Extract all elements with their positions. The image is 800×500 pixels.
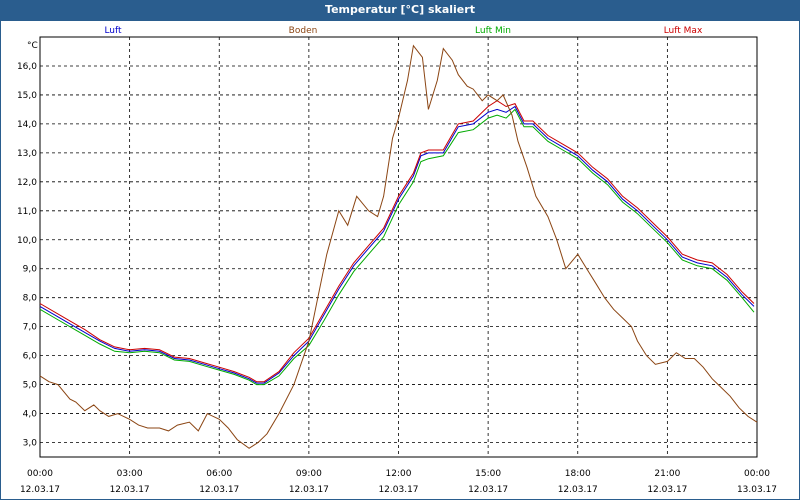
y-tick-label: 7,0	[23, 323, 38, 333]
x-tick-time-label: 21:00	[654, 469, 680, 479]
x-tick-time-label: 09:00	[296, 469, 322, 479]
chart-frame	[0, 20, 800, 500]
y-tick-label: 13,0	[17, 149, 37, 159]
legend-item-luft-max: Luft Max	[664, 26, 703, 36]
x-tick-time-label: 00:00	[27, 469, 53, 479]
x-tick-date-label: 12.03.17	[199, 485, 239, 495]
legend-item-boden: Boden	[289, 26, 318, 36]
y-tick-label: 9,0	[23, 265, 38, 275]
x-tick-time-label: 12:00	[386, 469, 412, 479]
y-tick-label: 3,0	[23, 439, 38, 449]
x-tick-date-label: 12.03.17	[289, 485, 329, 495]
series-line-luft-max	[39, 100, 755, 383]
series-line-luft-min	[39, 108, 755, 386]
series-line-boden	[39, 44, 758, 449]
legend: Luft Boden Luft Min Luft Max	[104, 26, 703, 36]
y-tick-label: 14,0	[17, 120, 37, 130]
x-tick-date-label: 12.03.17	[558, 485, 598, 495]
grid	[40, 37, 757, 457]
x-tick-time-label: 03:00	[117, 469, 143, 479]
y-tick-label: 8,0	[23, 294, 38, 304]
x-tick-date-label: 13.03.17	[737, 485, 777, 495]
x-tick-date-label: 12.03.17	[378, 485, 418, 495]
tick-labels: 3,0 4,0 5,0 6,0 7,0 8,0 9,0 10,0 11,0 12,0 13,0 14,…	[17, 41, 777, 495]
y-tick-label: 5,0	[23, 381, 38, 391]
series-lines	[39, 44, 758, 449]
y-tick-label: 6,0	[23, 352, 38, 362]
y-tick-label: 11,0	[17, 207, 37, 217]
x-tick-date-label: 12.03.17	[647, 485, 687, 495]
legend-item-luft: Luft	[104, 26, 122, 36]
x-tick-date-label: 12.03.17	[110, 485, 150, 495]
x-tick-time-label: 18:00	[565, 469, 591, 479]
x-tick-time-label: 06:00	[206, 469, 232, 479]
y-unit-label: °C	[27, 41, 38, 51]
series-line-luft	[39, 105, 755, 384]
x-tick-time-label: 15:00	[475, 469, 501, 479]
plot-area	[39, 36, 758, 458]
axes	[39, 36, 758, 458]
y-tick-label: 4,0	[23, 410, 38, 420]
y-tick-label: 16,0	[17, 62, 37, 72]
y-tick-label: 12,0	[17, 178, 37, 188]
legend-item-luft-min: Luft Min	[475, 26, 511, 36]
y-tick-label: 15,0	[17, 91, 37, 101]
chart-title: Temperatur [°C] skaliert	[0, 0, 800, 20]
x-tick-date-label: 12.03.17	[20, 485, 60, 495]
x-tick-time-label: 00:00	[744, 469, 770, 479]
y-tick-label: 10,0	[17, 236, 37, 246]
x-tick-date-label: 12.03.17	[468, 485, 508, 495]
